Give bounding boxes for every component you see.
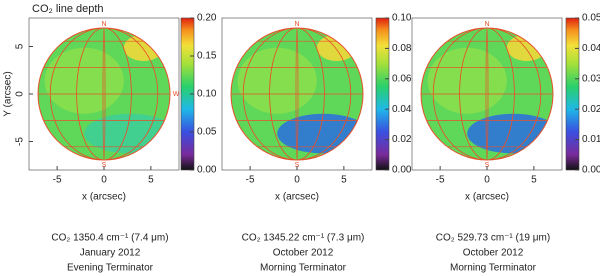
disk-region <box>467 113 553 154</box>
orientation-label: W <box>173 91 180 98</box>
disk <box>421 28 553 160</box>
x-tick-label: -5 <box>53 175 62 186</box>
colorbar-tick-label: 0.05 <box>582 13 600 24</box>
colorbar-tick-label: 0.20 <box>197 13 217 24</box>
disk-region <box>427 47 507 114</box>
colorbar-tick-label: 0.10 <box>197 89 217 100</box>
meridian <box>269 28 325 160</box>
meridian <box>76 28 132 160</box>
meridian <box>49 28 159 160</box>
disk-region <box>277 113 363 154</box>
colorbar-tick-label: 0.01 <box>582 134 600 145</box>
colorbar <box>375 17 390 171</box>
colorbar-tick-label: 0.15 <box>197 51 217 62</box>
orientation-label: N <box>101 21 106 28</box>
disk-region <box>84 113 170 154</box>
disk-region <box>506 34 547 61</box>
caption: October 2012 <box>273 248 334 259</box>
colorbar-tick-label: 0.08 <box>392 43 412 54</box>
x-tick-label: -5 <box>246 175 255 186</box>
x-tick-label: 5 <box>341 175 347 186</box>
colorbar-tick-label: 0.00 <box>197 165 217 176</box>
y-tick-label: 0 <box>15 91 26 97</box>
caption: CO₂ 529.73 cm⁻¹ (19 μm) <box>436 233 550 244</box>
caption: October 2012 <box>463 248 524 259</box>
x-tick-label: 0 <box>484 175 490 186</box>
caption: Morning Terminator <box>260 263 347 274</box>
caption: CO₂ 1345.22 cm⁻¹ (7.3 μm) <box>242 233 365 244</box>
x-tick-label: 0 <box>294 175 300 186</box>
colorbar-tick-label: 0.02 <box>582 104 600 115</box>
y-tick-label: -5 <box>15 137 26 146</box>
y-tick-label: 5 <box>15 43 26 49</box>
colorbar-tick-label: 0.04 <box>392 104 412 115</box>
disk <box>38 28 170 160</box>
colorbar <box>565 17 580 171</box>
colorbar-tick-label: 0.04 <box>582 43 600 54</box>
caption: Morning Terminator <box>450 263 537 274</box>
orientation-label: S <box>295 162 300 169</box>
colorbar-tick-label: 0.05 <box>197 127 217 138</box>
meridian <box>432 28 542 160</box>
x-axis-label: x (arcsec) <box>82 192 126 203</box>
meridian <box>459 28 515 160</box>
orientation-label: N <box>484 21 489 28</box>
disk-limb <box>230 27 364 161</box>
orientation-label: S <box>102 162 107 169</box>
caption: Evening Terminator <box>67 263 154 274</box>
colorbar-tick-label: 0.02 <box>392 134 412 145</box>
figure-title: CO₂ line depth <box>32 3 104 15</box>
disk <box>231 28 363 160</box>
colorbar-tick-label: 0.00 <box>582 165 600 176</box>
x-axis-label: x (arcsec) <box>465 192 509 203</box>
disk-limb <box>37 27 171 161</box>
colorbar-tick-label: 0.10 <box>392 13 412 24</box>
disk-limb <box>420 27 554 161</box>
disk-region <box>316 34 357 61</box>
caption: January 2012 <box>80 248 141 259</box>
disk-region <box>237 47 317 114</box>
y-axis-label: Y (arcsec) <box>3 71 14 116</box>
disk-region <box>123 34 164 61</box>
x-tick-label: 5 <box>531 175 537 186</box>
x-tick-label: 0 <box>101 175 107 186</box>
meridian <box>242 28 352 160</box>
orientation-label: S <box>485 162 490 169</box>
colorbar-tick-label: 0.03 <box>582 73 600 84</box>
colorbar-tick-label: 0.06 <box>392 73 412 84</box>
x-axis-label: x (arcsec) <box>275 192 319 203</box>
x-tick-label: 5 <box>148 175 154 186</box>
colorbar-tick-label: 0.00 <box>392 165 412 176</box>
x-tick-label: -5 <box>436 175 445 186</box>
disk-region <box>44 47 124 114</box>
orientation-label: N <box>294 21 299 28</box>
caption: CO₂ 1350.4 cm⁻¹ (7.4 μm) <box>51 233 168 244</box>
